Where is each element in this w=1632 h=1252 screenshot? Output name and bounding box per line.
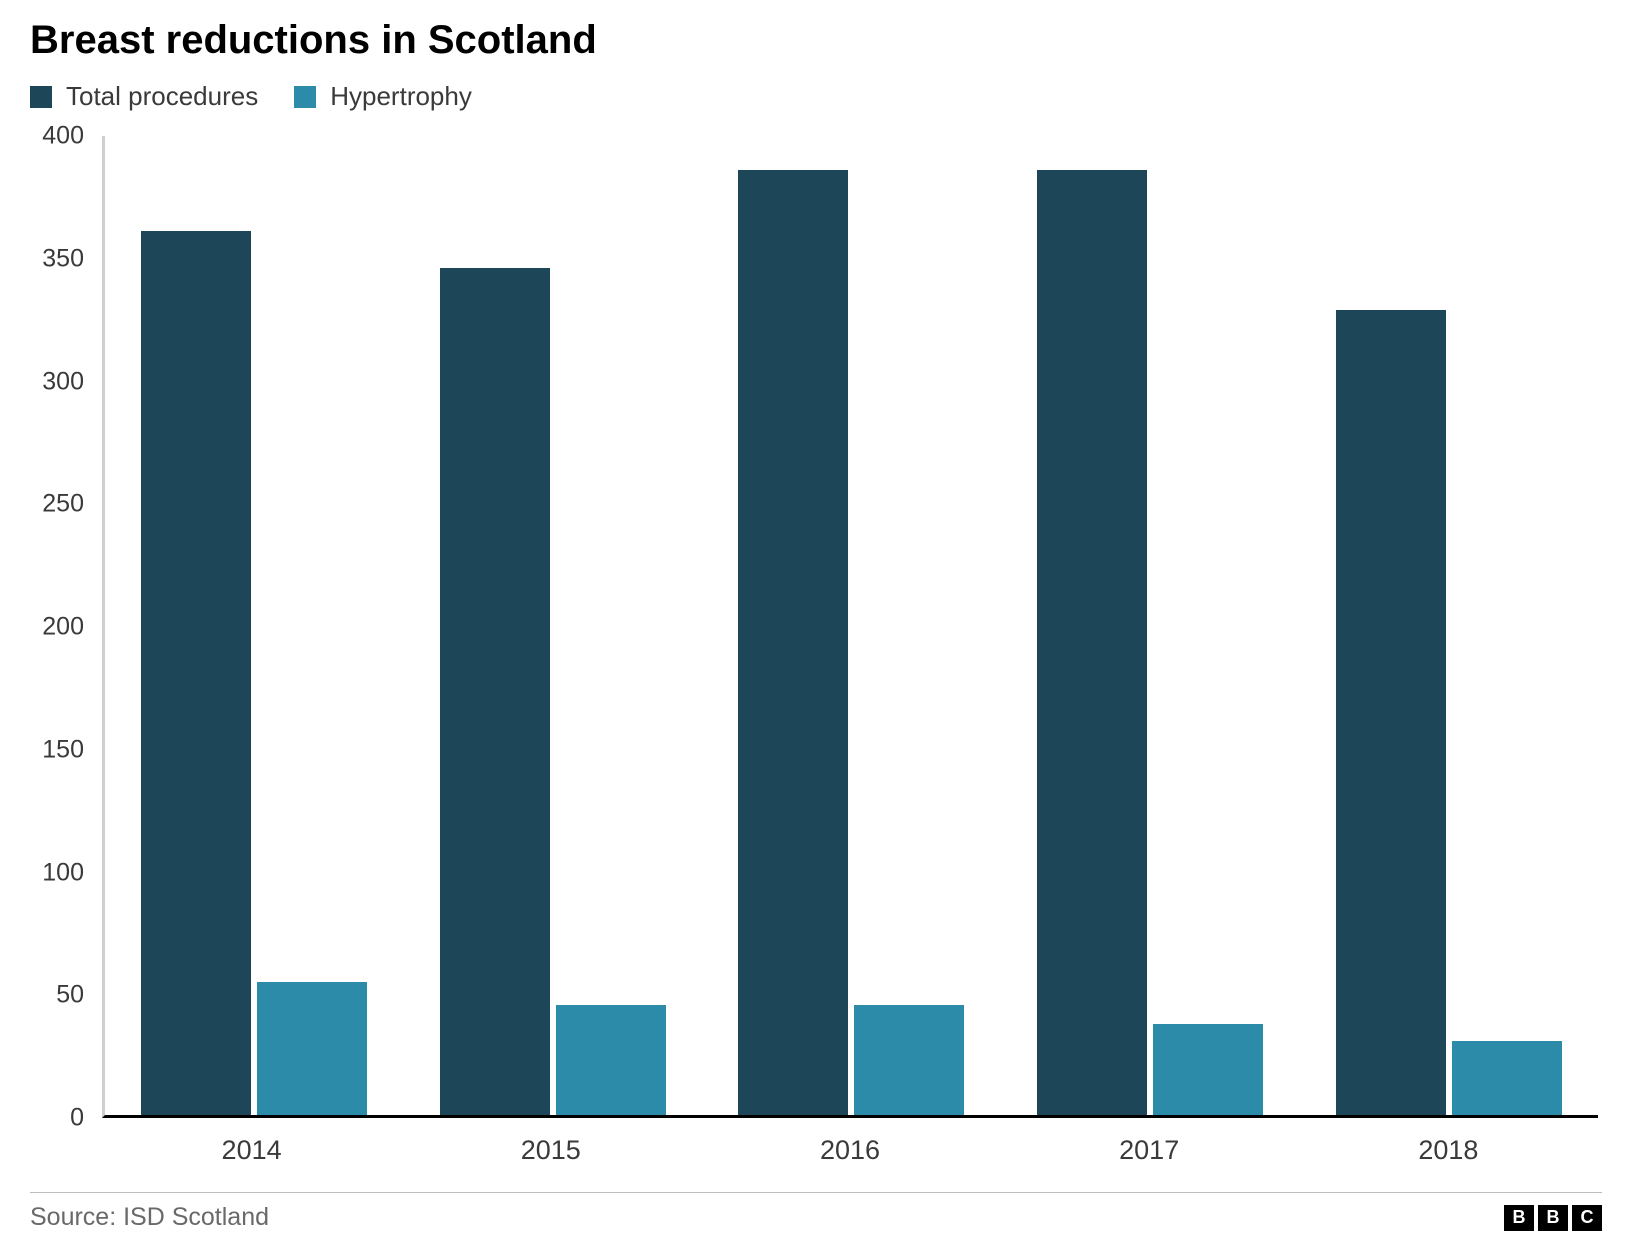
legend-swatch (294, 86, 316, 108)
x-tick-label: 2015 (521, 1135, 581, 1166)
bar (854, 1005, 964, 1115)
bar-group (105, 231, 404, 1115)
bar-group (1299, 310, 1598, 1115)
x-tick-label: 2016 (820, 1135, 880, 1166)
y-tick-label: 0 (70, 1104, 84, 1133)
x-axis: 2014 2015 2016 2017 2018 (102, 1123, 1598, 1178)
legend-item: Hypertrophy (294, 81, 472, 112)
bbc-logo-letter: B (1538, 1205, 1568, 1231)
x-tick-label: 2017 (1119, 1135, 1179, 1166)
x-tick-label: 2018 (1418, 1135, 1478, 1166)
chart-area: 050100150200250300350400 201420152016201… (30, 136, 1602, 1178)
chart-title: Breast reductions in Scotland (30, 18, 1602, 63)
bar (1153, 1024, 1263, 1115)
bar (738, 170, 848, 1115)
plot-area (102, 136, 1598, 1118)
bbc-logo-letter: C (1572, 1205, 1602, 1231)
bar (556, 1005, 666, 1115)
footer: Source: ISD Scotland B B C (30, 1203, 1602, 1232)
source-label: Source: ISD Scotland (30, 1203, 269, 1232)
y-tick-label: 400 (42, 122, 84, 151)
legend-label: Hypertrophy (330, 81, 472, 112)
y-tick-label: 50 (56, 981, 84, 1010)
bbc-logo-letter: B (1504, 1205, 1534, 1231)
bbc-logo: B B C (1504, 1205, 1602, 1231)
bar-group (702, 170, 1001, 1115)
x-tick-label: 2014 (222, 1135, 282, 1166)
legend-swatch (30, 86, 52, 108)
legend-label: Total procedures (66, 81, 258, 112)
y-tick-label: 100 (42, 858, 84, 887)
y-tick-label: 200 (42, 613, 84, 642)
y-axis: 050100150200250300350400 (30, 136, 90, 1178)
bar (1452, 1041, 1562, 1115)
bar (257, 982, 367, 1115)
bar (141, 231, 251, 1115)
bar (1336, 310, 1446, 1115)
bar (1037, 170, 1147, 1115)
figure: Breast reductions in Scotland Total proc… (0, 0, 1632, 1252)
bar-group (1001, 170, 1300, 1115)
bar (440, 268, 550, 1115)
y-tick-label: 350 (42, 244, 84, 273)
y-tick-label: 150 (42, 735, 84, 764)
y-tick-label: 300 (42, 367, 84, 396)
footer-divider (30, 1192, 1602, 1193)
y-tick-label: 250 (42, 490, 84, 519)
bar-group (404, 268, 703, 1115)
legend: Total procedures Hypertrophy (30, 81, 1602, 112)
bars-layer (105, 136, 1598, 1115)
legend-item: Total procedures (30, 81, 258, 112)
